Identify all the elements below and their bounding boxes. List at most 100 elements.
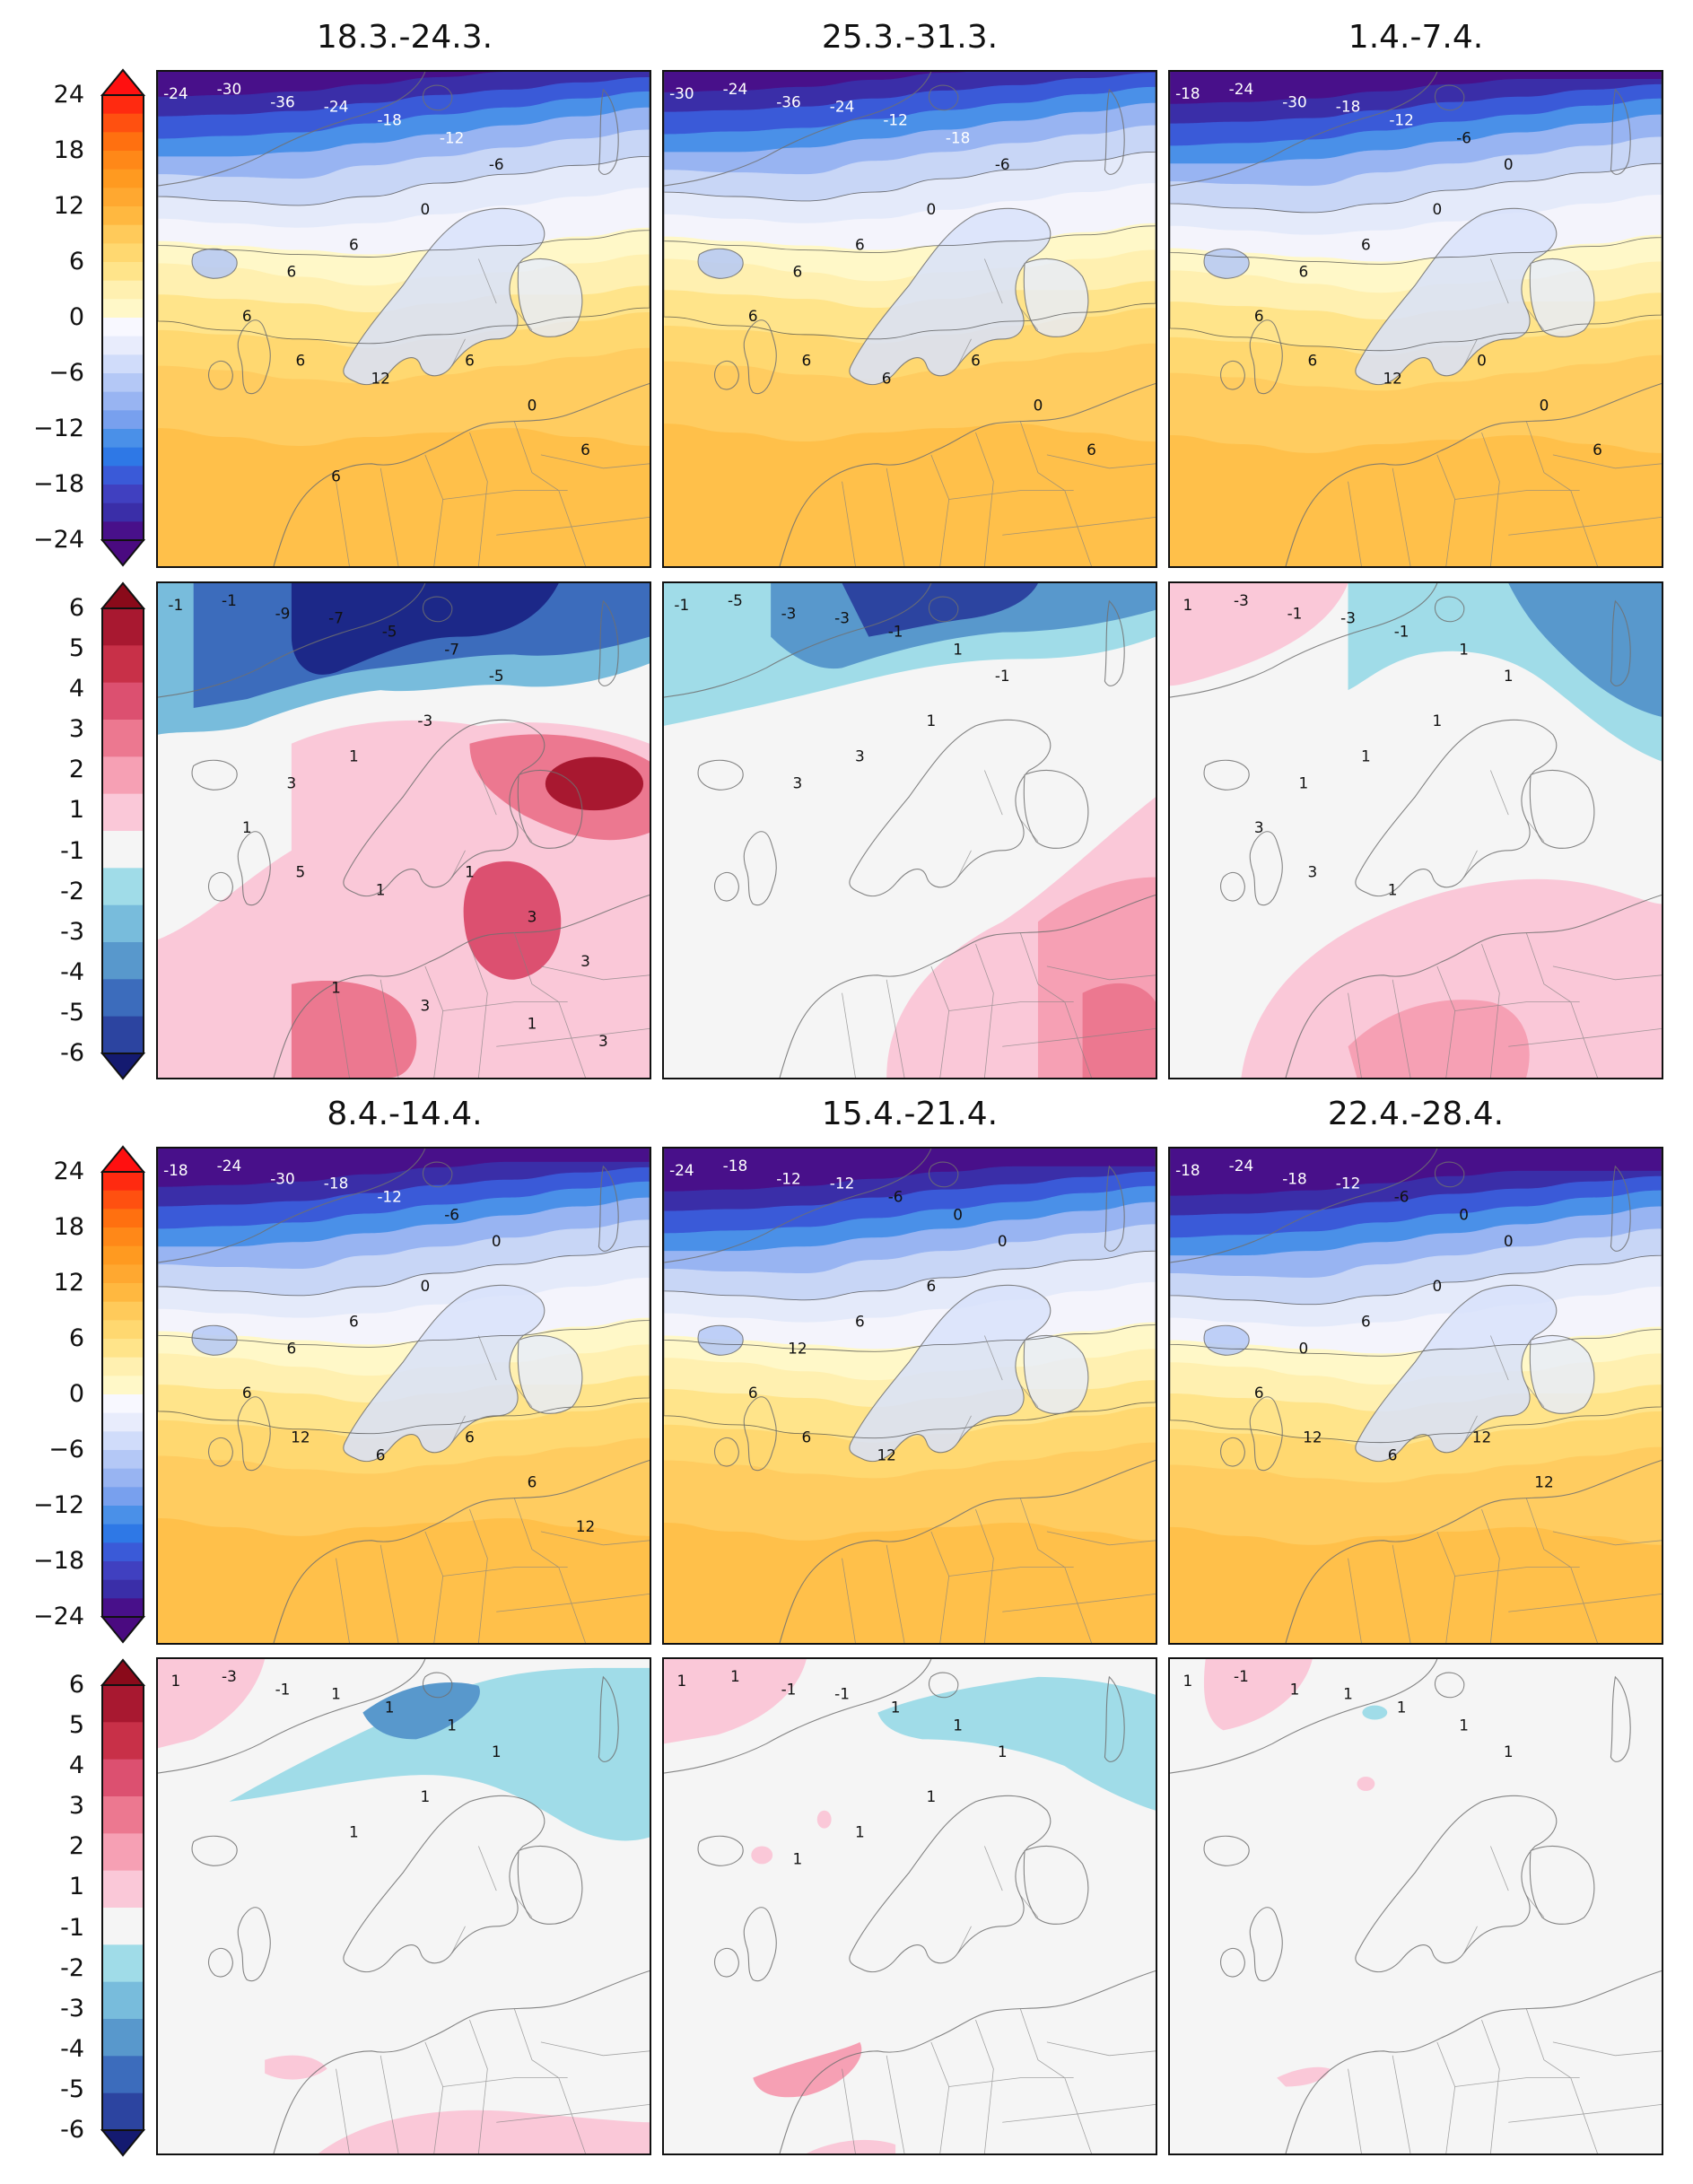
anomaly-colorbar-top <box>100 581 146 1080</box>
contour-label: 3 <box>287 773 297 791</box>
colorbar-tick-label: 24 <box>53 1158 84 1185</box>
contour-label: -3 <box>781 605 797 623</box>
contour-label: 1 <box>998 1743 1008 1760</box>
contour-label: 6 <box>287 1339 297 1357</box>
contour-label: 1 <box>349 1823 359 1841</box>
colorbar-tick-label: 24 <box>53 81 84 109</box>
contour-label: 0 <box>1299 1339 1309 1357</box>
contour-label: 1 <box>376 880 386 898</box>
contour-label: 0 <box>1504 155 1514 173</box>
contour-label: 6 <box>331 467 341 485</box>
contour-label: -3 <box>1234 591 1249 609</box>
contour-label: 6 <box>882 369 892 387</box>
contour-label: -7 <box>444 640 459 658</box>
contour-label: -24 <box>324 98 349 116</box>
contour-label: 6 <box>528 1472 537 1490</box>
colorbar-tick-label: −24 <box>33 526 84 554</box>
contour-label: 0 <box>1432 200 1442 218</box>
contour-label: -1 <box>168 596 183 614</box>
contour-label: 6 <box>1361 1313 1371 1331</box>
contour-label: -18 <box>723 1157 748 1175</box>
contour-label: -1 <box>1287 605 1303 623</box>
contour-label: -1 <box>1234 1667 1249 1685</box>
anomaly-map-4: 1 -3 -1 1 1 1 1 1 1 <box>156 1657 651 2155</box>
contour-label: -6 <box>995 155 1010 173</box>
contour-label: 6 <box>855 236 865 254</box>
contour-label: 1 <box>1343 1685 1353 1703</box>
contour-label: 0 <box>528 396 537 414</box>
colorbar-tick-label: 1 <box>68 1873 84 1901</box>
temperature-map-2: -30 -24 -36 -24 -12 -18 -6 0 6 6 6 6 6 6 0 6 <box>662 70 1157 568</box>
contour-label: 6 <box>465 352 475 370</box>
contour-label: -12 <box>830 1175 855 1192</box>
colorbar-tick-label: -6 <box>60 2116 84 2144</box>
contour-label: 1 <box>1388 880 1398 898</box>
contour-label: 0 <box>1459 1205 1469 1223</box>
contour-label: -1 <box>275 1681 291 1699</box>
contour-label: 1 <box>1504 667 1514 685</box>
contour-label: 0 <box>953 1205 963 1223</box>
colorbar-tick-label: −6 <box>48 1436 84 1463</box>
contour-label: 6 <box>1593 441 1602 459</box>
contour-label: -18 <box>324 1175 349 1192</box>
anomaly-map-3: 1 -3 -1 -3 -1 1 1 1 1 1 3 3 1 <box>1168 581 1663 1079</box>
colorbar-tick-label: 12 <box>53 192 84 220</box>
contour-label: -1 <box>834 1685 850 1703</box>
contour-label: 5 <box>295 863 305 881</box>
colorbar-tick-label: -2 <box>60 1953 84 1982</box>
contour-label: -5 <box>728 591 743 609</box>
contour-label: 1 <box>420 1787 430 1805</box>
contour-label: 1 <box>1397 1699 1407 1717</box>
contour-label: 1 <box>926 1787 936 1805</box>
colorbar-tick-label: 18 <box>53 1213 84 1241</box>
colorbar-tick-label: 6 <box>68 594 84 622</box>
contour-label: 6 <box>1307 352 1317 370</box>
period-title-4: 8.4.-14.4. <box>327 1096 483 1132</box>
contour-label: 0 <box>1034 396 1043 414</box>
contour-label: 6 <box>1388 1446 1398 1463</box>
contour-label: 6 <box>748 1384 758 1402</box>
contour-label: 1 <box>528 1014 537 1032</box>
colorbar-tick-label: 2 <box>68 1832 84 1861</box>
period-title-5: 15.4.-21.4. <box>821 1096 999 1132</box>
contour-label: 1 <box>1182 1672 1192 1690</box>
colorbar-tick-label: 2 <box>68 756 84 784</box>
contour-label: 6 <box>349 236 359 254</box>
contour-label: 12 <box>291 1428 310 1446</box>
contour-label: -24 <box>723 80 748 98</box>
contour-label: 6 <box>242 1384 252 1402</box>
colorbar-tick-label: 0 <box>68 1380 84 1408</box>
contour-label: -18 <box>946 128 971 146</box>
temperature-map-6: -18 -24 -18 -12 -6 0 0 0 6 0 6 12 6 12 12 <box>1168 1147 1663 1645</box>
contour-label: 1 <box>331 979 341 997</box>
contour-label: 3 <box>420 997 430 1015</box>
colorbar-tick-label: -3 <box>60 1994 84 2022</box>
colorbar-tick-label: 0 <box>68 303 84 331</box>
temperature-map-5: -24 -18 -12 -12 -6 0 0 6 6 12 6 6 12 <box>662 1147 1157 1645</box>
contour-label: -6 <box>444 1205 459 1223</box>
contour-label: 6 <box>926 1277 936 1295</box>
contour-label: -18 <box>1175 1161 1200 1179</box>
contour-label: 12 <box>576 1517 595 1535</box>
contour-label: -24 <box>669 1161 694 1179</box>
contour-label: -6 <box>1456 128 1471 146</box>
contour-label: 3 <box>793 773 803 791</box>
contour-label: -1 <box>222 591 237 609</box>
colorbar-tick-label: -4 <box>60 957 84 986</box>
contour-label: 1 <box>447 1716 457 1734</box>
colorbar-tick-label: 6 <box>68 1671 84 1699</box>
contour-label: 12 <box>1303 1428 1322 1446</box>
colorbar-tick-label: 1 <box>68 796 84 825</box>
contour-label: -30 <box>270 1170 295 1188</box>
contour-label: 12 <box>877 1446 895 1463</box>
contour-label: -1 <box>888 623 903 641</box>
colorbar-tick-label: -2 <box>60 877 84 905</box>
anomaly-map-1: -1 -1 -9 -7 -5 -7 -5 -3 1 3 1 5 1 1 3 3 1 3 1 3 <box>156 581 651 1079</box>
colorbar-tick-label: −12 <box>33 1491 84 1519</box>
contour-label: 6 <box>465 1428 475 1446</box>
contour-label: 1 <box>1299 773 1309 791</box>
contour-label: 12 <box>788 1339 807 1357</box>
contour-label: -1 <box>1394 623 1409 641</box>
contour-label: 0 <box>926 200 936 218</box>
contour-label: -12 <box>1389 111 1414 129</box>
